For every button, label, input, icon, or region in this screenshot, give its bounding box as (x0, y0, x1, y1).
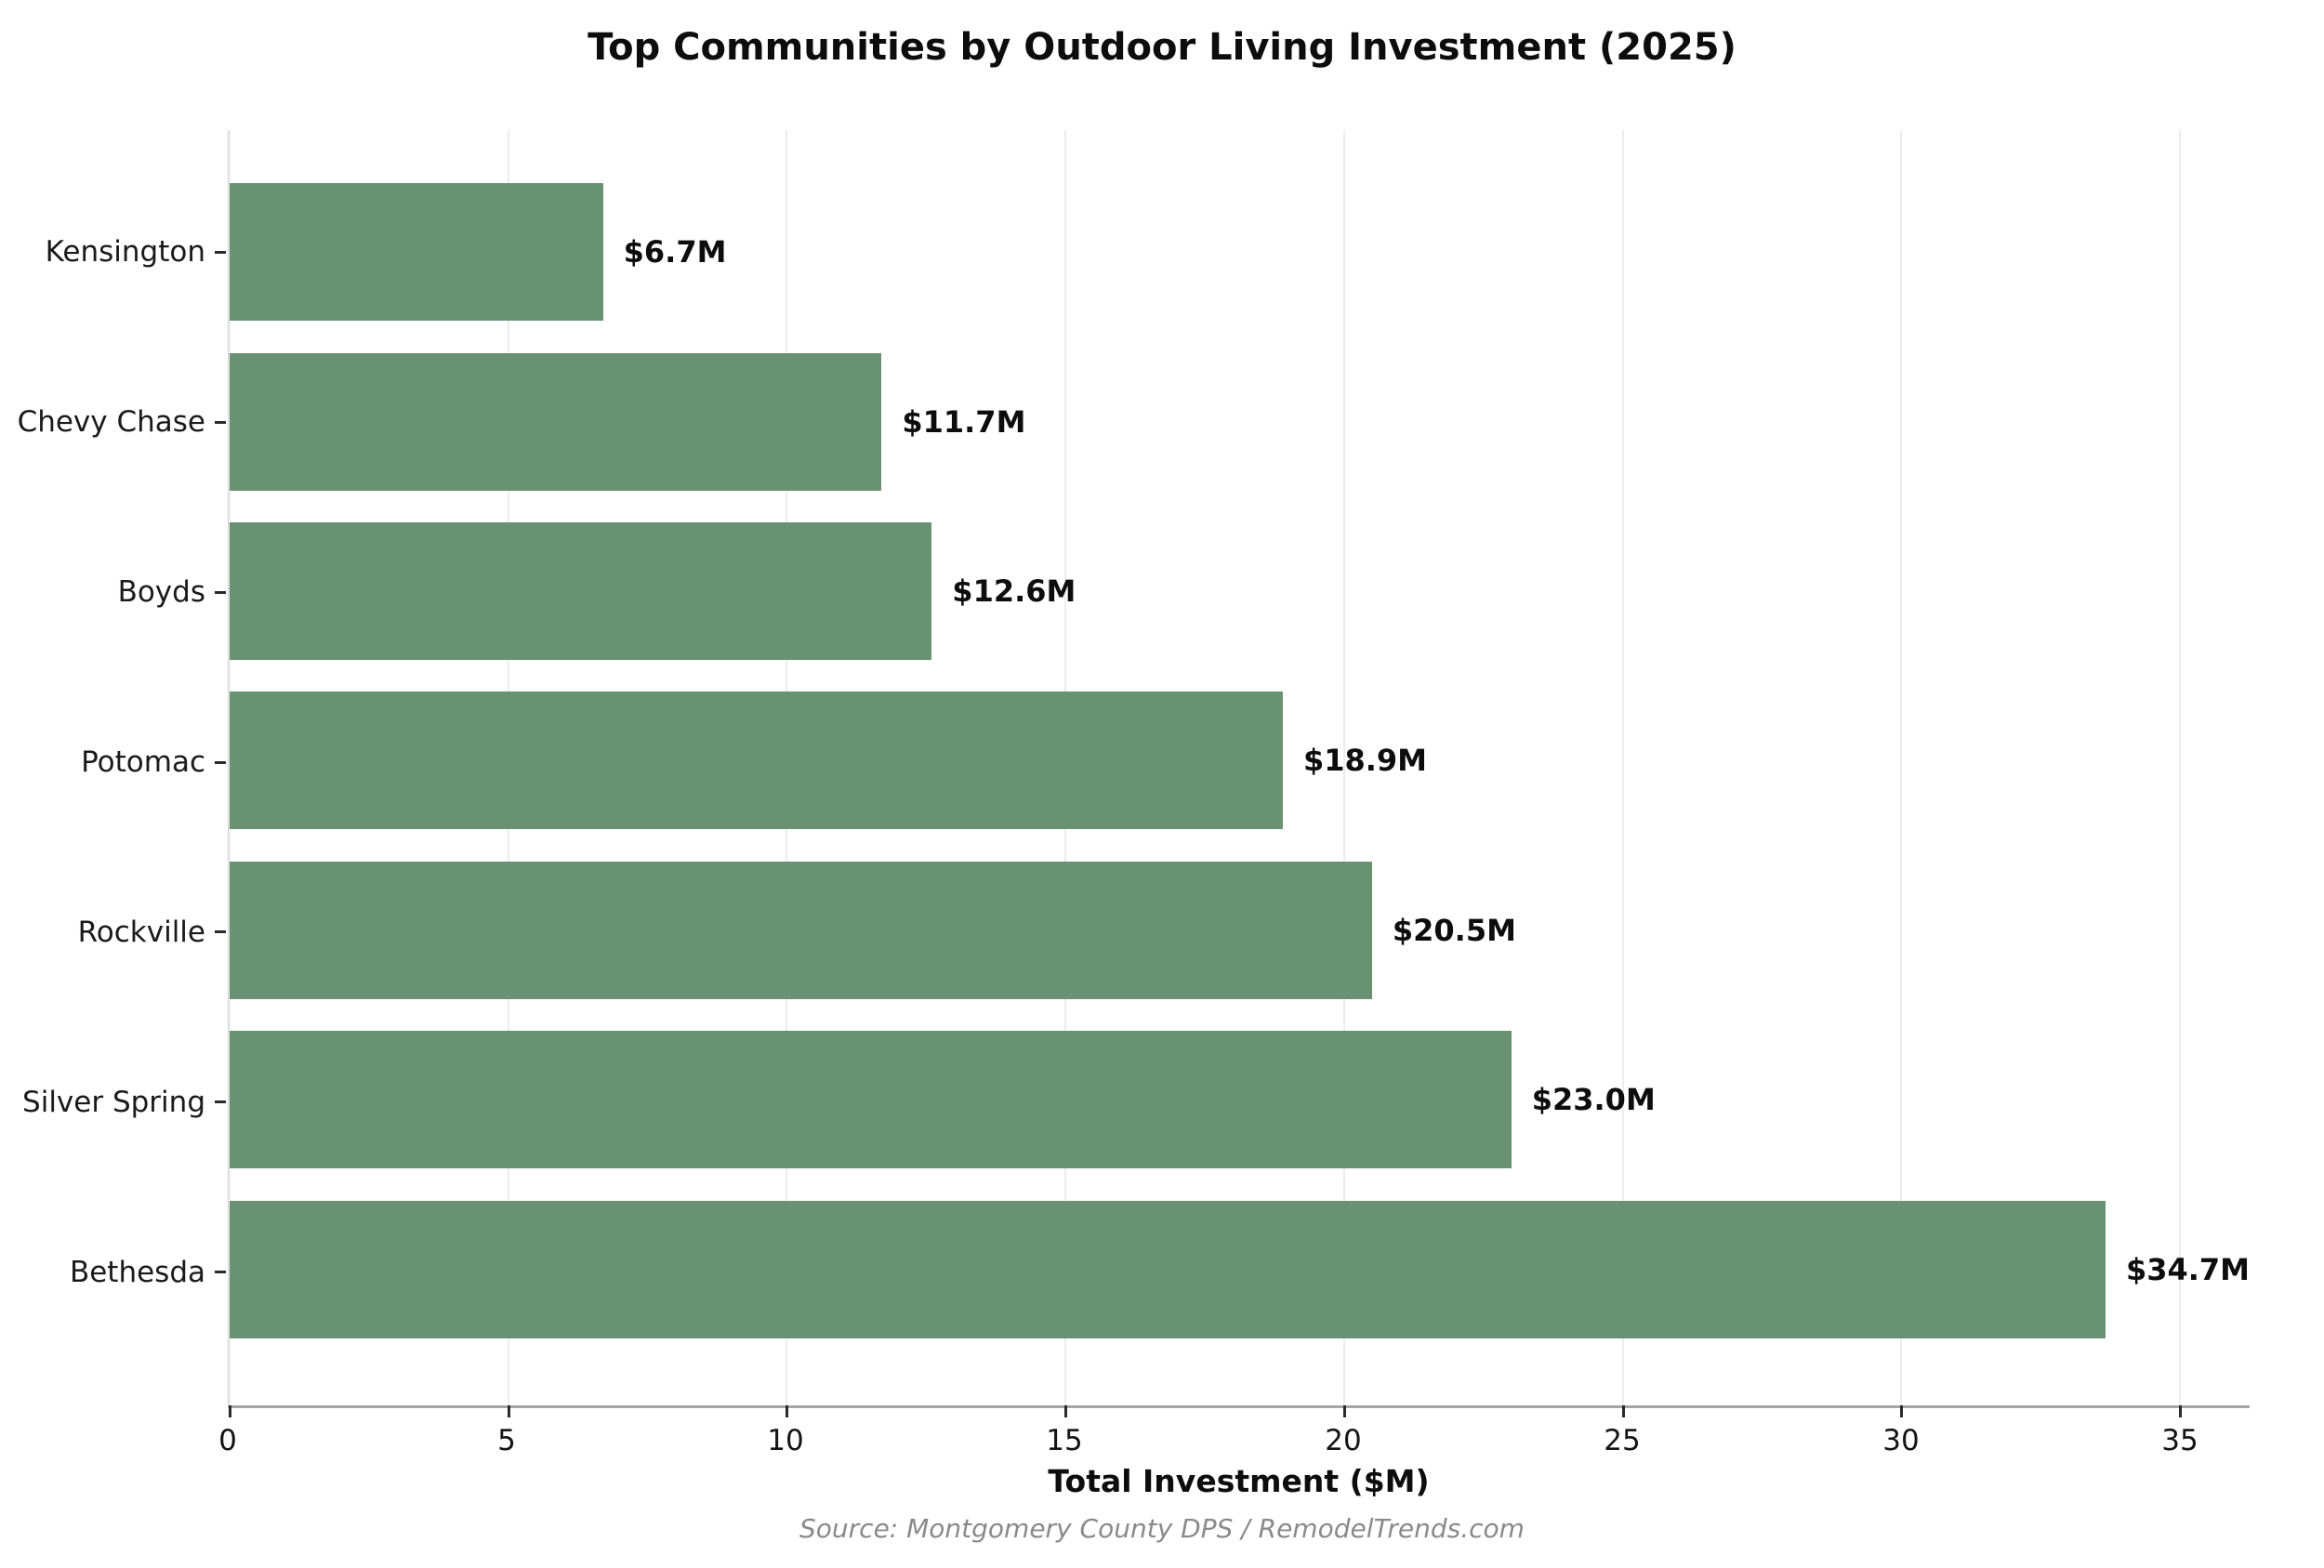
bar-rockville (230, 861, 1372, 999)
bar-row: $18.9M (230, 676, 2250, 845)
bar-row: $6.7M (230, 167, 2250, 336)
bar-value-label: $11.7M (902, 403, 1026, 440)
y-tick-mark (215, 760, 226, 764)
bar-chevy-chase (230, 352, 882, 491)
gridline (1342, 130, 1345, 1405)
bar-bethesda (230, 1200, 2106, 1338)
x-tick-label: 30 (1882, 1424, 1920, 1457)
y-tick-mark (215, 250, 226, 254)
y-axis-labels: Kensington Chevy Chase Boyds Potomac Rockvil… (0, 130, 226, 1408)
x-tick-mark (1900, 1405, 1904, 1417)
y-axis-label: Rockville (77, 915, 205, 949)
bar-potomac (230, 692, 1283, 830)
x-tick-label: 20 (1325, 1424, 1362, 1457)
x-tick-mark (786, 1405, 789, 1417)
x-tick-label: 15 (1046, 1424, 1083, 1457)
bar-row: $12.6M (230, 507, 2250, 676)
y-axis-label-row: Silver Spring (0, 1017, 226, 1187)
x-tick-marks (229, 1405, 2250, 1418)
y-axis-label: Kensington (45, 235, 205, 270)
bar-silver-spring (230, 1031, 1512, 1169)
y-axis-label: Bethesda (69, 1255, 205, 1289)
bar-value-label: $34.7M (2125, 1251, 2250, 1287)
x-tick-label: 35 (2161, 1424, 2199, 1457)
bar-value-label: $18.9M (1302, 743, 1428, 779)
bar-row: $11.7M (230, 336, 2250, 506)
gridline (1621, 130, 1624, 1405)
y-axis-label-row: Kensington (0, 167, 226, 337)
bar-value-label: $23.0M (1531, 1082, 1656, 1118)
x-tick-label: 5 (497, 1424, 516, 1457)
y-axis-label-row: Boyds (0, 507, 226, 678)
y-axis-label: Boyds (117, 575, 205, 610)
y-axis-label-row: Bethesda (0, 1187, 226, 1357)
plot-area: $6.7M $11.7M $12.6M $18.9M $20.5M $23.0M $34.7… (228, 130, 2250, 1417)
bar-value-label: $12.6M (952, 573, 1076, 610)
x-tick-label: 10 (767, 1424, 804, 1457)
y-axis-label-row: Chevy Chase (0, 337, 226, 507)
bar-kensington (230, 183, 603, 322)
y-axis-label: Silver Spring (22, 1085, 205, 1119)
x-tick-mark (507, 1405, 510, 1417)
gridline (1900, 130, 1903, 1405)
bar-value-label: $6.7M (623, 234, 727, 270)
x-tick-mark (1342, 1405, 1346, 1417)
y-axis-label: Chevy Chase (17, 405, 205, 440)
source-caption: Source: Montgomery County DPS / RemodelT… (799, 1513, 1525, 1544)
y-axis-label-row: Potomac (0, 678, 226, 848)
gridline (2179, 130, 2182, 1405)
y-axis-label: Potomac (81, 745, 205, 779)
y-tick-mark (215, 590, 226, 594)
y-tick-mark (215, 420, 226, 424)
bar-value-label: $20.5M (1392, 912, 1516, 948)
y-tick-mark (215, 1271, 226, 1274)
y-tick-mark (215, 930, 226, 934)
y-axis-label-row: Rockville (0, 847, 226, 1017)
bar-row: $20.5M (230, 846, 2250, 1015)
x-tick-label: 0 (218, 1424, 237, 1457)
x-axis-tick-labels: 0 5 10 15 20 25 30 35 (218, 1424, 2250, 1463)
bar-row: $23.0M (230, 1015, 2250, 1184)
x-tick-label: 25 (1604, 1424, 1641, 1457)
y-tick-mark (215, 1100, 226, 1104)
bar-row: $34.7M (230, 1185, 2250, 1354)
bar-boyds (230, 522, 932, 661)
x-tick-mark (1064, 1405, 1068, 1417)
chart-title: Top Communities by Outdoor Living Invest… (588, 26, 1736, 69)
x-tick-mark (1621, 1405, 1625, 1417)
x-tick-mark (229, 1405, 231, 1417)
bars-container: $6.7M $11.7M $12.6M $18.9M $20.5M $23.0M $34.7… (230, 130, 2250, 1405)
x-axis-title: Total Investment ($M) (1048, 1463, 1430, 1499)
x-tick-mark (2179, 1405, 2183, 1417)
